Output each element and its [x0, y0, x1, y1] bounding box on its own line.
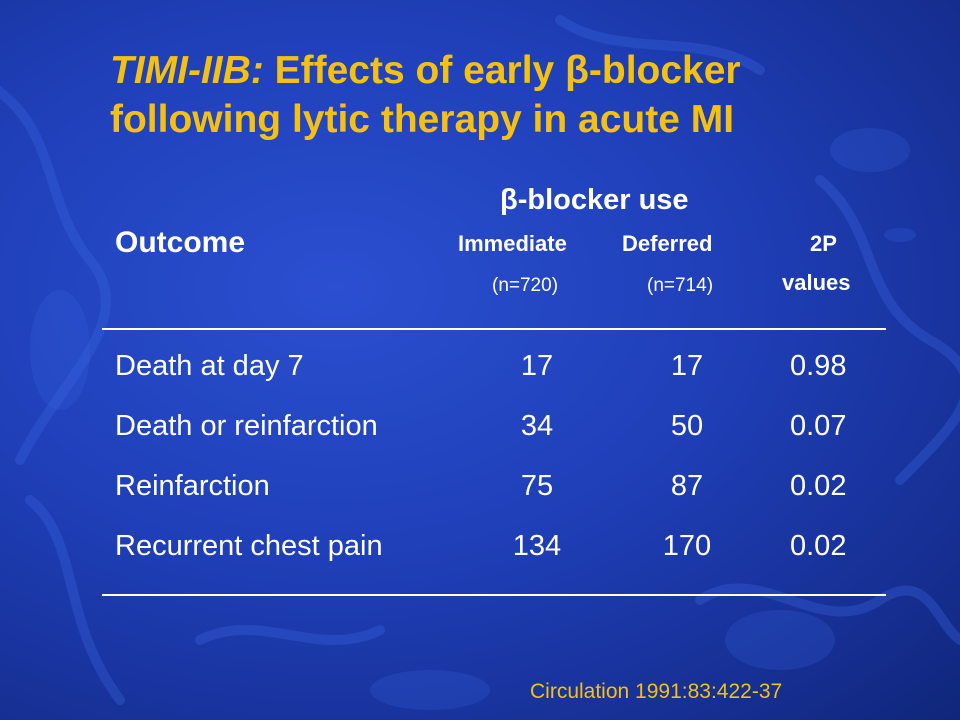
- row-p-value: 0.07: [790, 410, 847, 442]
- row-deferred: 170: [662, 530, 712, 562]
- row-deferred: 87: [670, 470, 704, 502]
- row-p-value: 0.02: [790, 530, 847, 562]
- title-line-2: following lytic therapy in acute MI: [110, 98, 735, 141]
- row-immediate: 34: [520, 410, 554, 442]
- title-rest: Effects of early β-blocker: [263, 49, 741, 92]
- row-deferred: 17: [670, 350, 704, 382]
- beta-blocker-group-header: β-blocker use: [500, 184, 689, 216]
- row-immediate: 75: [520, 470, 554, 502]
- row-outcome: Death at day 7: [115, 350, 304, 382]
- col-deferred-header: Deferred: [622, 231, 713, 256]
- source-citation: Circulation 1991:83:422-37: [530, 680, 783, 703]
- row-immediate: 134: [512, 530, 562, 562]
- slide-title: TIMI-IIB: Effects of early β-blocker fol…: [110, 46, 910, 144]
- row-outcome: Death or reinfarction: [115, 410, 378, 442]
- col-immediate-n: (n=720): [492, 275, 559, 296]
- table-top-rule: [102, 328, 886, 330]
- col-2p-header: 2P: [810, 231, 837, 256]
- row-deferred: 50: [670, 410, 704, 442]
- row-p-value: 0.02: [790, 470, 847, 502]
- col-immediate-header: Immediate: [458, 231, 567, 256]
- table-bottom-rule: [102, 594, 886, 596]
- row-outcome: Recurrent chest pain: [115, 530, 383, 562]
- outcome-header: Outcome: [115, 226, 246, 259]
- row-outcome: Reinfarction: [115, 470, 270, 502]
- col-2p-values: values: [782, 270, 851, 295]
- row-p-value: 0.98: [790, 350, 847, 382]
- col-deferred-n: (n=714): [647, 275, 714, 296]
- title-prefix: TIMI-IIB:: [110, 49, 264, 92]
- row-immediate: 17: [520, 350, 554, 382]
